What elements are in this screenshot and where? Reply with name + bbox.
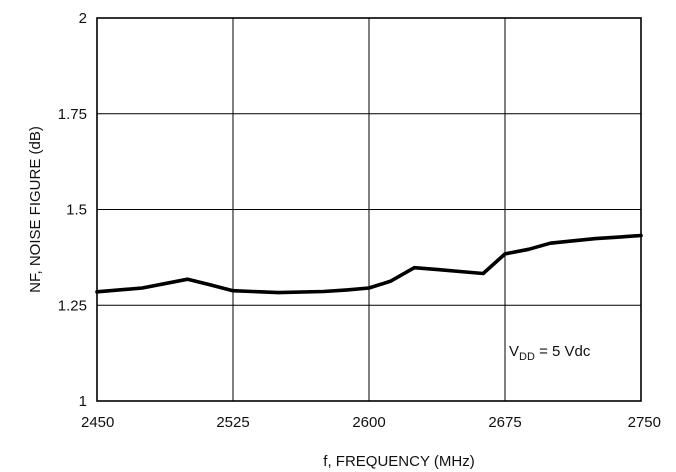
- y-tick-label: 1.75: [58, 106, 87, 123]
- y-tick-label: 1.25: [58, 297, 87, 314]
- x-tick-labels: 2450 2525 2600 2675 2750: [81, 414, 661, 431]
- x-axis-label: f, FREQUENCY (MHz): [323, 453, 474, 470]
- y-tick-labels: 1 1.25 1.5 1.75 2: [58, 10, 87, 410]
- y-tick-label: 2: [79, 10, 87, 27]
- x-tick-label: 2600: [352, 414, 385, 431]
- plot-frame: [96, 17, 642, 402]
- y-tick-label: 1.5: [66, 202, 87, 219]
- grid: [97, 18, 641, 401]
- vdd-annotation: VDD = 5 Vdc: [509, 343, 591, 363]
- annotation-prefix: V: [509, 343, 519, 360]
- y-tick-label: 1: [79, 393, 87, 410]
- annotation-subscript: DD: [519, 351, 535, 363]
- annotation-suffix: = 5 Vdc: [535, 343, 591, 360]
- x-tick-label: 2675: [488, 414, 521, 431]
- series-line-noise-figure: [95, 233, 643, 295]
- y-axis-label: NF, NOISE FIGURE (dB): [27, 126, 44, 293]
- x-tick-label: 2525: [216, 414, 249, 431]
- x-tick-label: 2750: [628, 414, 661, 431]
- x-tick-label: 2450: [81, 414, 114, 431]
